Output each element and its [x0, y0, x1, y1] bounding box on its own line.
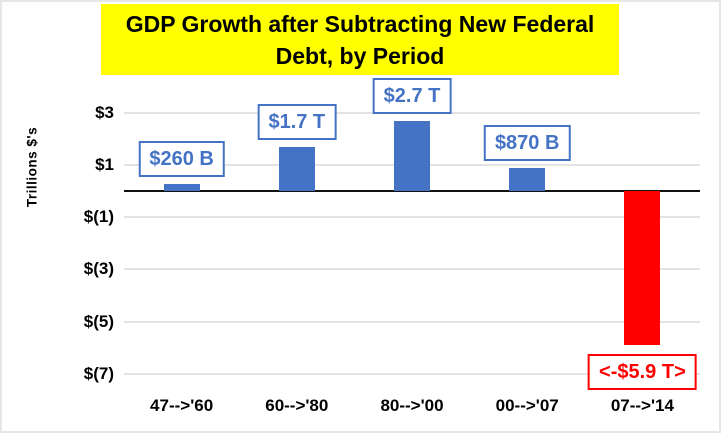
y-tick-label: $3 — [95, 102, 114, 122]
bar-value-label: $1.7 T — [257, 103, 337, 140]
gridline — [124, 372, 700, 375]
bar-value-label: $2.7 T — [372, 77, 452, 114]
bar-value-label: <-$5.9 T> — [588, 354, 697, 390]
x-tick-label: 80-->'00 — [380, 396, 444, 415]
bar — [163, 184, 200, 191]
bar — [278, 146, 315, 191]
gridline — [124, 268, 700, 271]
bar-value-label: $870 B — [483, 125, 571, 162]
gridline — [124, 216, 700, 219]
bar-value-label: $260 B — [138, 141, 225, 178]
chart-title-line-1: GDP Growth after Subtracting New Federal — [125, 10, 595, 37]
y-tick-label: $(7) — [83, 363, 114, 383]
x-tick-label: 00-->'07 — [495, 396, 559, 415]
x-tick-label: 07-->'14 — [610, 396, 674, 415]
y-tick-label: $(3) — [83, 259, 114, 279]
chart-title: GDP Growth after Subtracting New Federal… — [101, 4, 619, 75]
chart-title-line-2: Debt, by Period — [275, 42, 445, 69]
bar — [624, 191, 661, 345]
bar — [394, 120, 430, 191]
x-tick-label: 60-->'80 — [265, 396, 329, 415]
bar — [509, 168, 546, 191]
gridline — [124, 320, 700, 323]
x-tick-label: 47-->'60 — [150, 396, 214, 415]
y-tick-label: $1 — [95, 154, 114, 174]
y-tick-label: $(5) — [83, 311, 114, 331]
y-tick-label: $(1) — [83, 207, 114, 227]
